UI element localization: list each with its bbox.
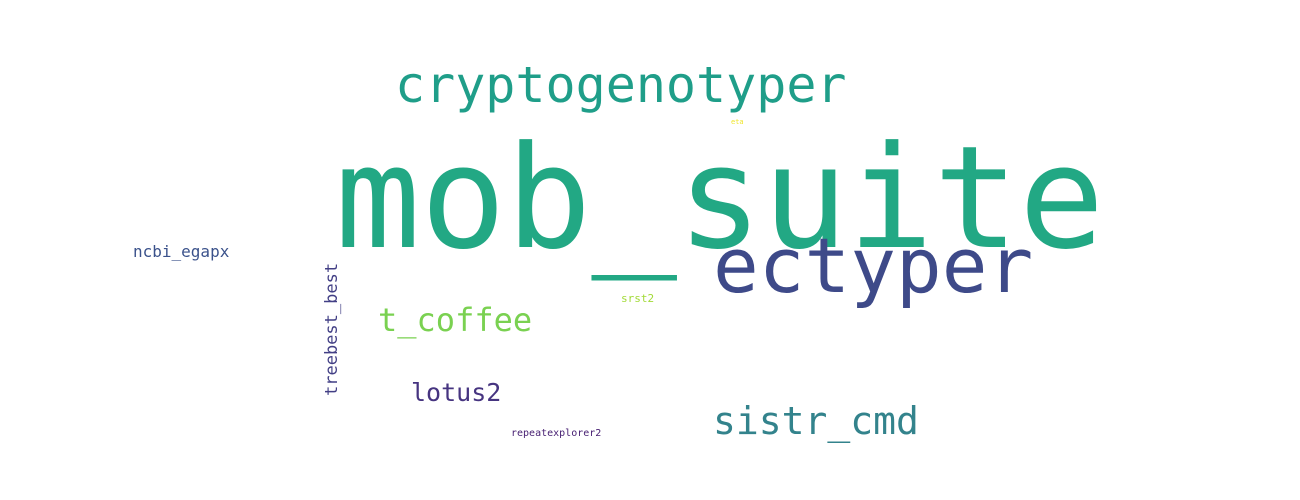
word-sistr-cmd: sistr_cmd [713,399,919,443]
word-cryptogenotyper: cryptogenotyper [395,56,847,114]
word-treebest-best: treebest_best [322,262,342,396]
word-ectyper: ectyper [713,221,1034,310]
word-t-coffee: t_coffee [378,301,533,339]
word-eta: eta [731,118,744,126]
word-mob-suite: mob_suite [335,116,1105,281]
word-lotus2: lotus2 [411,378,502,407]
word-repeatexplorer2: repeatexplorer2 [511,428,602,439]
word-ncbi-egapx: ncbi_egapx [133,242,230,261]
word-srst2: srst2 [621,292,655,305]
